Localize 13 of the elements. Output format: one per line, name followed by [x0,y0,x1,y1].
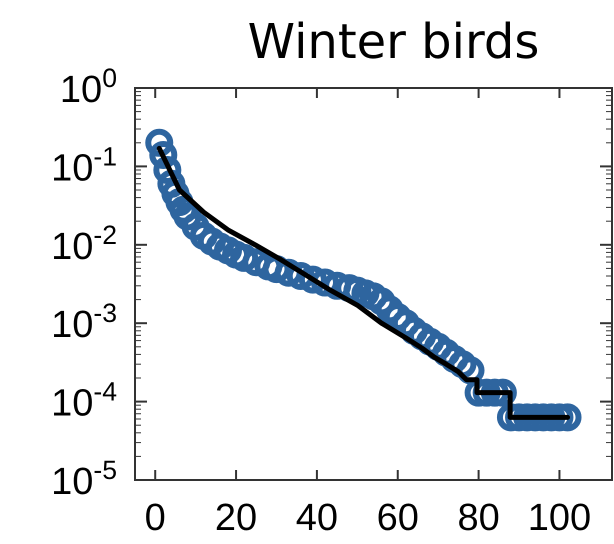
y-tick-label: 10$^{-5}$ [51,455,117,503]
x-tick-label: 0 [144,497,166,539]
y-tick-label: 10$^{-2}$ [51,220,117,268]
y-tick-label: 10$^{-4}$ [51,376,118,425]
x-tick-label: 40 [296,497,338,539]
chart-title: Winter birds [248,14,540,70]
y-tick-label: 10$^{-3}$ [51,298,117,346]
x-tick-label: 60 [376,497,419,539]
x-tick-label: 20 [214,497,258,539]
y-tick-label: 10$^{-1}$ [51,141,117,190]
x-tick-label: 80 [457,497,500,539]
y-tick-label: 10$^{0}$ [60,63,117,111]
x-tick-label: 100 [528,497,592,539]
